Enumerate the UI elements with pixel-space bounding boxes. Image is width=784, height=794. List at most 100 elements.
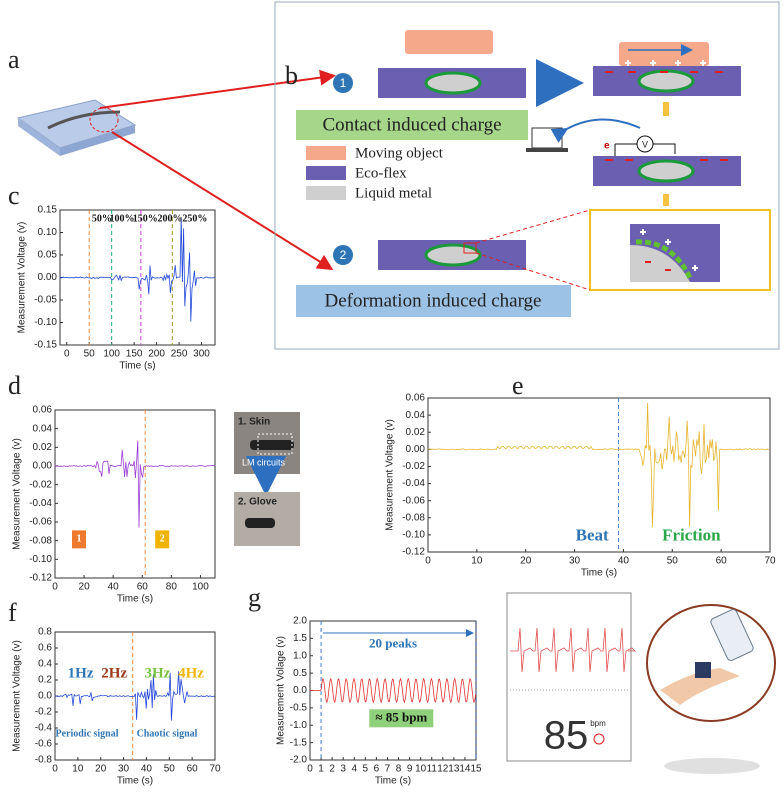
x-tick-label: 60 — [716, 556, 728, 567]
x-tick-label: 10 — [415, 764, 427, 775]
arrow — [111, 131, 334, 271]
x-tick-label: 0 — [52, 764, 58, 775]
annotation: 150% — [133, 214, 158, 225]
y-tick-label: 0.6 — [38, 643, 52, 654]
y-tick-label: -0.10 — [34, 317, 57, 328]
y-tick-label: -0.12 — [402, 547, 425, 558]
y-tick-label: -0.04 — [29, 498, 52, 509]
voltmeter: V — [642, 139, 648, 149]
x-tick-label: 50 — [667, 556, 679, 567]
annotation: 200% — [158, 214, 183, 225]
y-tick-label: -0.02 — [29, 479, 52, 490]
y-tick-label: 0.5 — [293, 668, 307, 679]
arrow — [99, 69, 336, 109]
x-tick-label: 80 — [166, 582, 178, 593]
annotation: Chaotic signal — [137, 729, 198, 740]
y-tick-label: -0.4 — [35, 723, 53, 734]
y-tick-label: -0.08 — [29, 535, 52, 546]
x-tick-label: 5 — [363, 764, 369, 775]
y-tick-label: 0.00 — [33, 461, 53, 472]
x-tick-label: 100 — [192, 582, 209, 593]
y-axis-title: Measurement Voltage (v) — [385, 419, 396, 531]
annotation: 1Hz — [68, 666, 94, 682]
y-tick-label: -0.5 — [290, 703, 308, 714]
signal-trace — [54, 440, 215, 528]
annotation: 20 peaks — [369, 636, 417, 651]
x-axis-title: Time (s) — [375, 776, 411, 787]
x-tick-label: 60 — [187, 764, 199, 775]
signal-trace — [54, 671, 215, 721]
x-tick-label: 0 — [52, 582, 58, 593]
annotation-box — [155, 530, 170, 549]
y-tick-label: 0.10 — [38, 227, 58, 238]
y-tick-label: 0.06 — [33, 405, 53, 416]
x-tick-label: 1 — [318, 764, 324, 775]
x-tick-label: 0 — [307, 764, 313, 775]
y-tick-label: 0.15 — [38, 205, 58, 216]
x-tick-label: 2 — [329, 764, 335, 775]
y-axis-title: Measurement Voltage (v) — [17, 222, 28, 334]
step-number: 2 — [340, 248, 347, 262]
y-tick-label: 0.0 — [38, 691, 52, 702]
x-tick-label: 50 — [84, 349, 96, 360]
y-tick-label: 0.00 — [406, 444, 426, 455]
y-tick-label: 1.5 — [293, 633, 307, 644]
x-tick-label: 7 — [385, 764, 391, 775]
inset-label: 2. Glove — [238, 497, 277, 508]
y-tick-label: -0.05 — [34, 295, 57, 306]
y-tick-label: 0.02 — [33, 442, 53, 453]
x-tick-label: 50 — [164, 764, 176, 775]
x-tick-label: 30 — [569, 556, 581, 567]
annotation: Periodic signal — [55, 729, 118, 740]
x-tick-label: 13 — [448, 764, 460, 775]
y-tick-label: -0.06 — [402, 495, 425, 506]
panel-label: d — [8, 371, 21, 400]
y-tick-label: 0.04 — [33, 423, 53, 434]
legend-label: Moving object — [355, 145, 444, 161]
panel-label: a — [8, 45, 20, 74]
y-tick-label: -1.5 — [290, 737, 308, 748]
y-tick-label: -0.2 — [35, 707, 53, 718]
x-tick-label: 70 — [764, 556, 776, 567]
annotation: 50% — [92, 214, 112, 225]
diagram — [296, 30, 771, 317]
plot-frame — [54, 409, 216, 579]
panel-label: b — [285, 61, 298, 90]
y-tick-label: -0.02 — [402, 461, 425, 472]
x-tick-label: 15 — [470, 764, 482, 775]
x-tick-label: 20 — [95, 764, 107, 775]
y-axis-title: Measurement Voltage (v) — [12, 640, 23, 752]
y-tick-label: -0.10 — [402, 530, 425, 541]
annotation: 100% — [110, 214, 135, 225]
panel-label: f — [8, 598, 17, 627]
annotation: Friction — [662, 526, 721, 545]
legend-label: Eco-flex — [355, 165, 407, 181]
y-tick-label: -0.8 — [35, 755, 53, 766]
y-tick-label: -0.15 — [34, 340, 57, 351]
step-number: 1 — [340, 76, 347, 90]
y-tick-label: 0.2 — [38, 675, 52, 686]
electron: e — [604, 141, 610, 152]
x-tick-label: 9 — [407, 764, 413, 775]
signal-trace — [310, 677, 476, 704]
x-tick-label: 200 — [148, 349, 165, 360]
x-axis-title: Time (s) — [119, 361, 155, 372]
x-tick-label: 150 — [126, 349, 143, 360]
x-axis-title: Time (s) — [117, 776, 153, 787]
x-tick-label: 20 — [79, 582, 91, 593]
x-tick-label: 70 — [209, 764, 221, 775]
y-axis-title: Measurement Voltage (v) — [12, 438, 23, 550]
y-axis-title: Measurement Volage (v) — [276, 636, 287, 745]
y-tick-label: 0.02 — [406, 427, 426, 438]
legend-label: Liquid metal — [355, 185, 432, 201]
x-tick-label: 250 — [171, 349, 188, 360]
x-tick-label: 100 — [103, 349, 120, 360]
device-illustration — [16, 99, 137, 156]
inset-label: LM circuits — [242, 457, 286, 467]
y-tick-label: -0.6 — [35, 739, 53, 750]
heart-rate-unit: bpm — [590, 719, 606, 728]
y-tick-label: -0.10 — [29, 554, 52, 565]
x-tick-label: 40 — [618, 556, 630, 567]
